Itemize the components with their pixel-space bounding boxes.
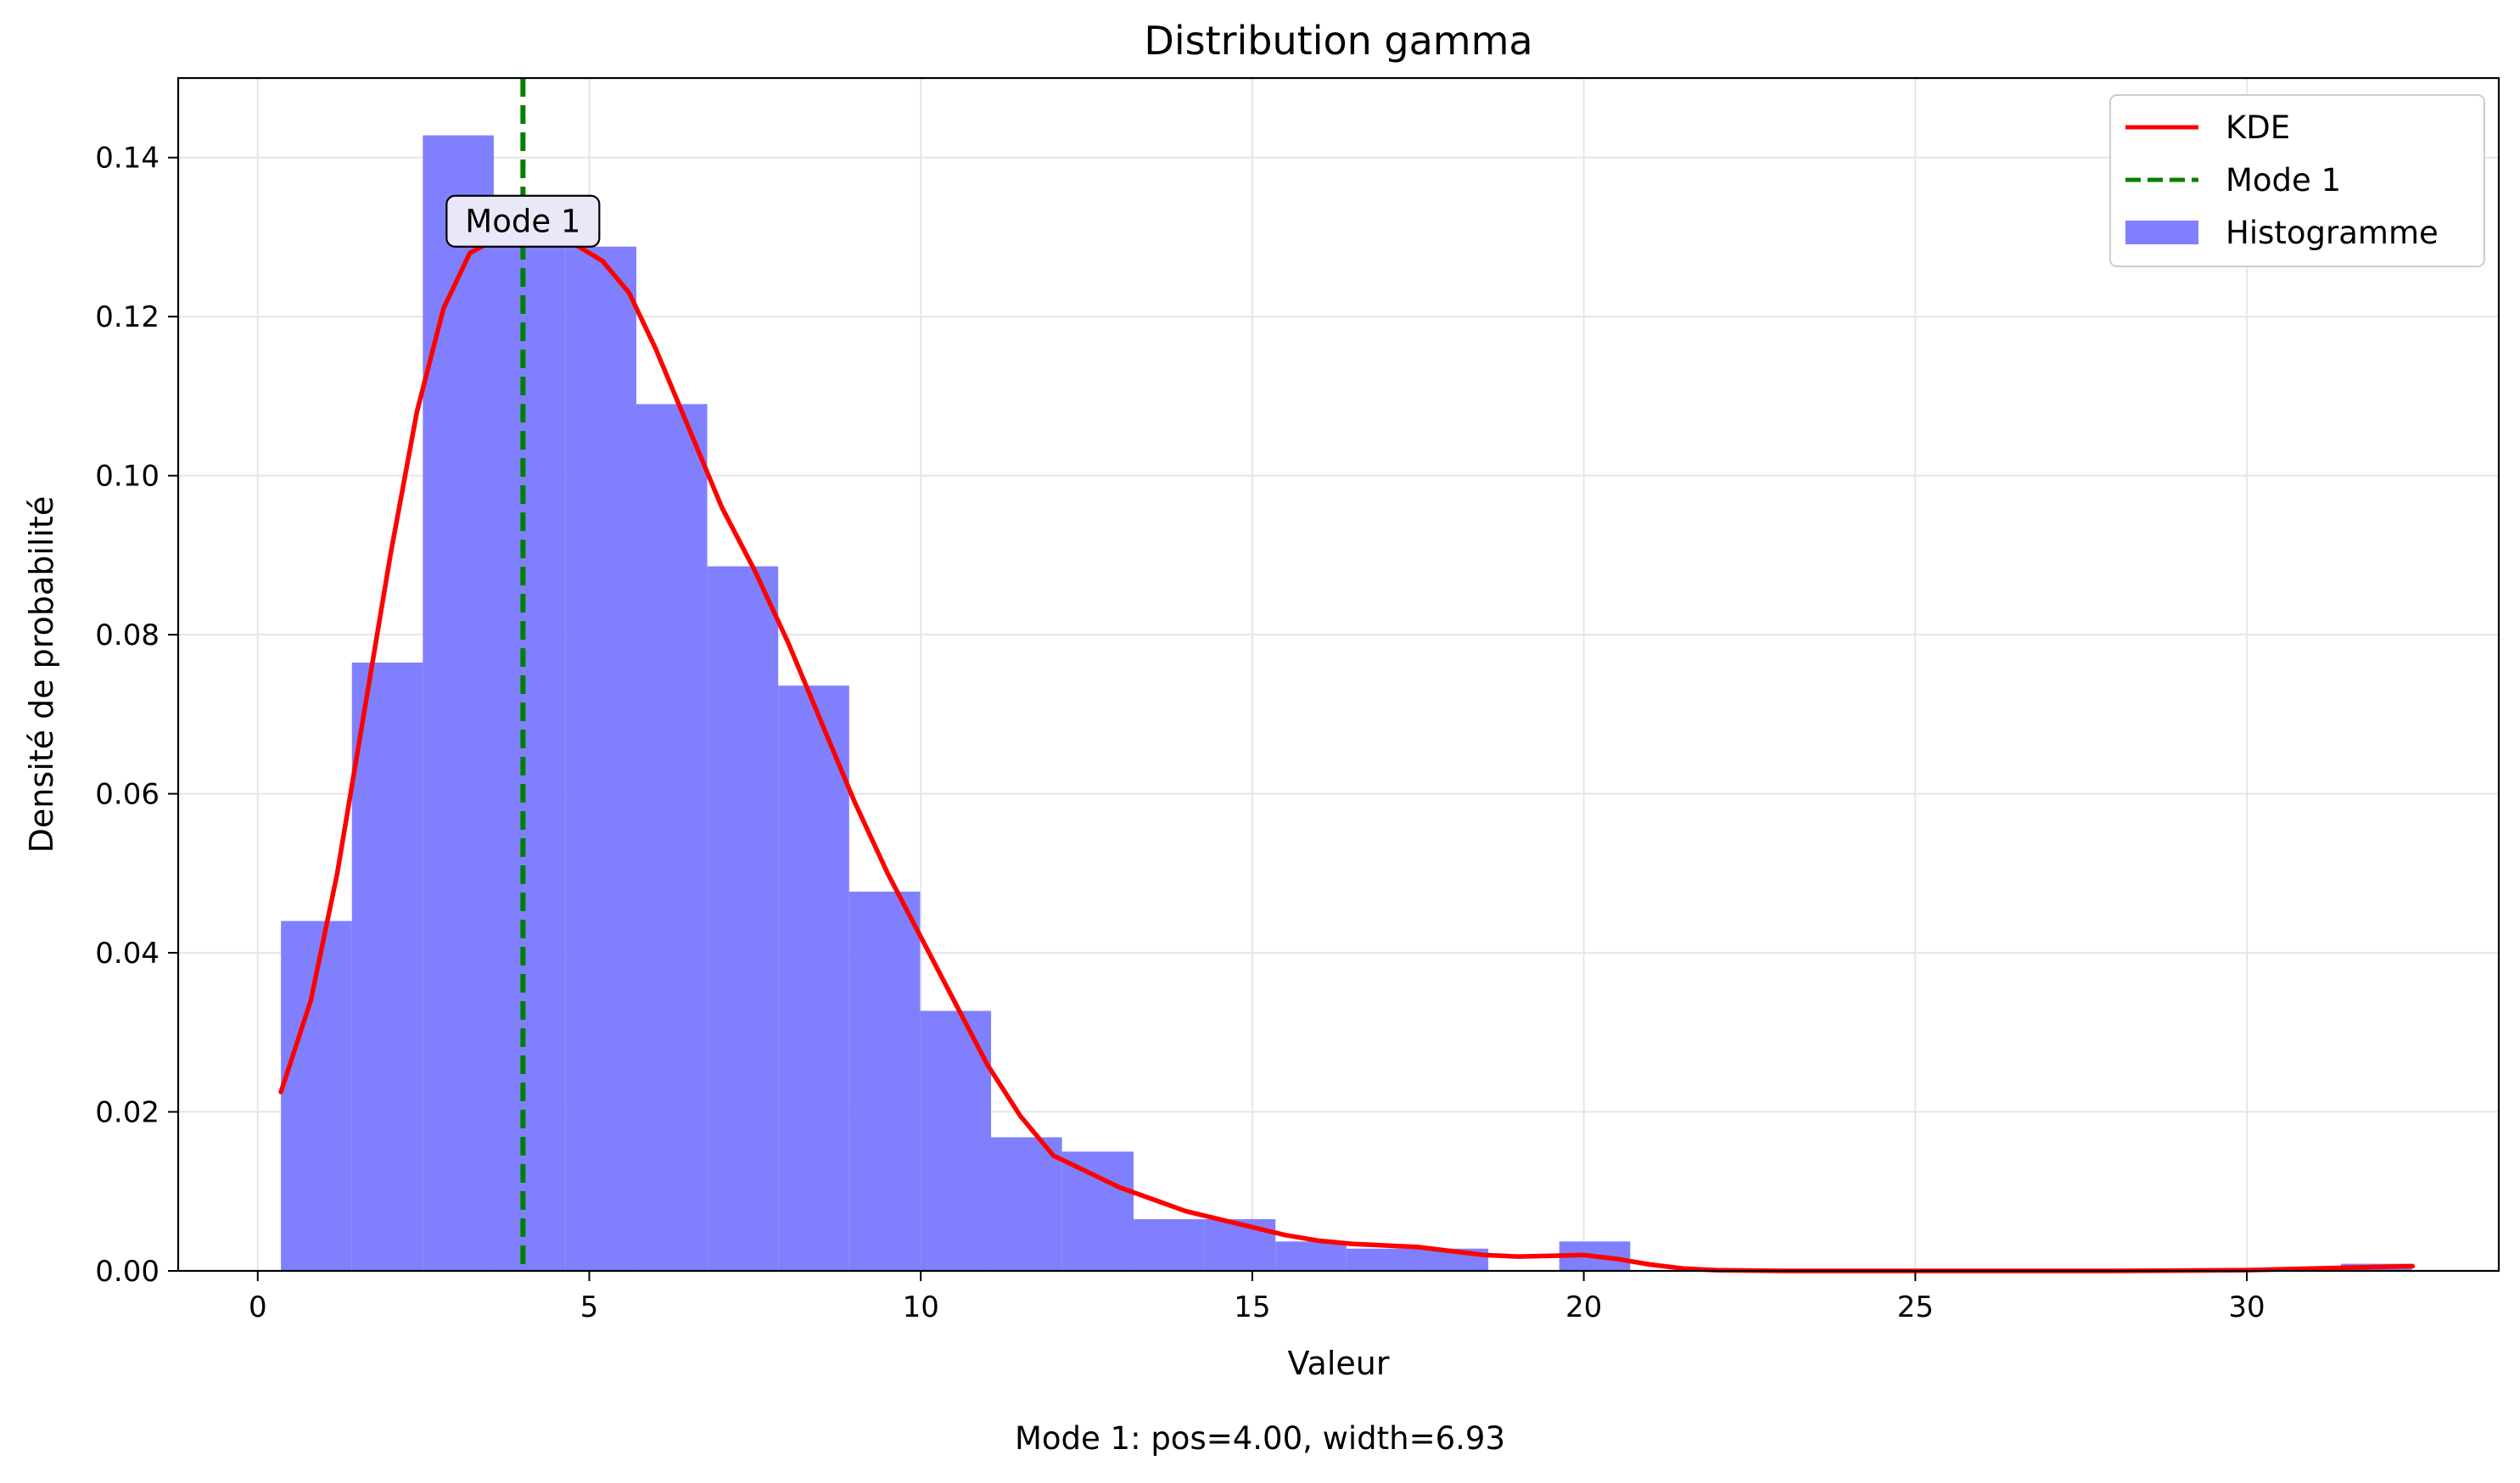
histogram-bar xyxy=(1061,1151,1134,1271)
x-tick-label: 10 xyxy=(903,1290,939,1324)
x-tick-label: 20 xyxy=(1565,1290,1602,1324)
histogram-bar xyxy=(636,404,708,1272)
y-tick-label: 0.06 xyxy=(95,778,160,812)
histogram-bar xyxy=(351,662,423,1271)
histogram-bar xyxy=(848,891,921,1271)
histogram-bars xyxy=(281,135,2412,1272)
y-tick-label: 0.12 xyxy=(95,300,160,334)
x-tick-label: 0 xyxy=(249,1290,267,1324)
mode-annotation-box xyxy=(445,194,601,248)
y-tick-label: 0.04 xyxy=(95,937,160,971)
y-tick-label: 0.10 xyxy=(95,460,160,494)
legend-kde-label: KDE xyxy=(2226,109,2290,146)
x-tick-label: 30 xyxy=(2228,1290,2265,1324)
histogram-bar xyxy=(1346,1248,1418,1271)
histogram-bar xyxy=(565,246,636,1272)
y-tick-label: 0.08 xyxy=(95,618,160,652)
y-tick-label: 0.02 xyxy=(95,1096,160,1130)
plot-area-frame xyxy=(176,76,2500,1273)
legend-mode-label: Mode 1 xyxy=(2226,162,2341,199)
x-tick-label: 5 xyxy=(580,1290,599,1324)
mode-caption: Mode 1: pos=4.00, width=6.93 xyxy=(1015,1420,1505,1457)
y-axis-label: Densité de probabilité xyxy=(23,496,60,853)
histogram-bar xyxy=(991,1137,1062,1271)
histogram-bar xyxy=(1134,1219,1205,1271)
histogram-bar xyxy=(493,231,566,1272)
mode-annotation: Mode 1 xyxy=(445,194,601,248)
histogram-bar xyxy=(778,686,849,1271)
chart-title: Distribution gamma xyxy=(1144,18,1532,64)
legend-histogram-swatch xyxy=(2125,221,2198,244)
mode-annotation-label: Mode 1 xyxy=(465,204,580,240)
histogram-bar xyxy=(707,566,779,1271)
y-tick-label: 0.14 xyxy=(95,142,160,176)
legend: KDE Mode 1 Histogramme xyxy=(2109,94,2485,267)
y-tick-label: 0.00 xyxy=(95,1255,160,1289)
histogram-bar xyxy=(920,1010,992,1271)
histogram-bar xyxy=(1275,1241,1347,1271)
histogram-bar xyxy=(423,135,494,1271)
x-tick-label: 25 xyxy=(1897,1290,1934,1324)
legend-box xyxy=(2109,94,2485,267)
histogram-bar xyxy=(1204,1219,1276,1271)
x-axis-label: Valeur xyxy=(1288,1345,1390,1382)
axis-ticks: 0 5 10 15 20 25 30 0.00 0.02 0.04 0.06 0.08 0.10 0.12… xyxy=(95,142,2265,1324)
legend-histogram-label: Histogramme xyxy=(2226,215,2439,251)
x-tick-label: 15 xyxy=(1234,1290,1270,1324)
